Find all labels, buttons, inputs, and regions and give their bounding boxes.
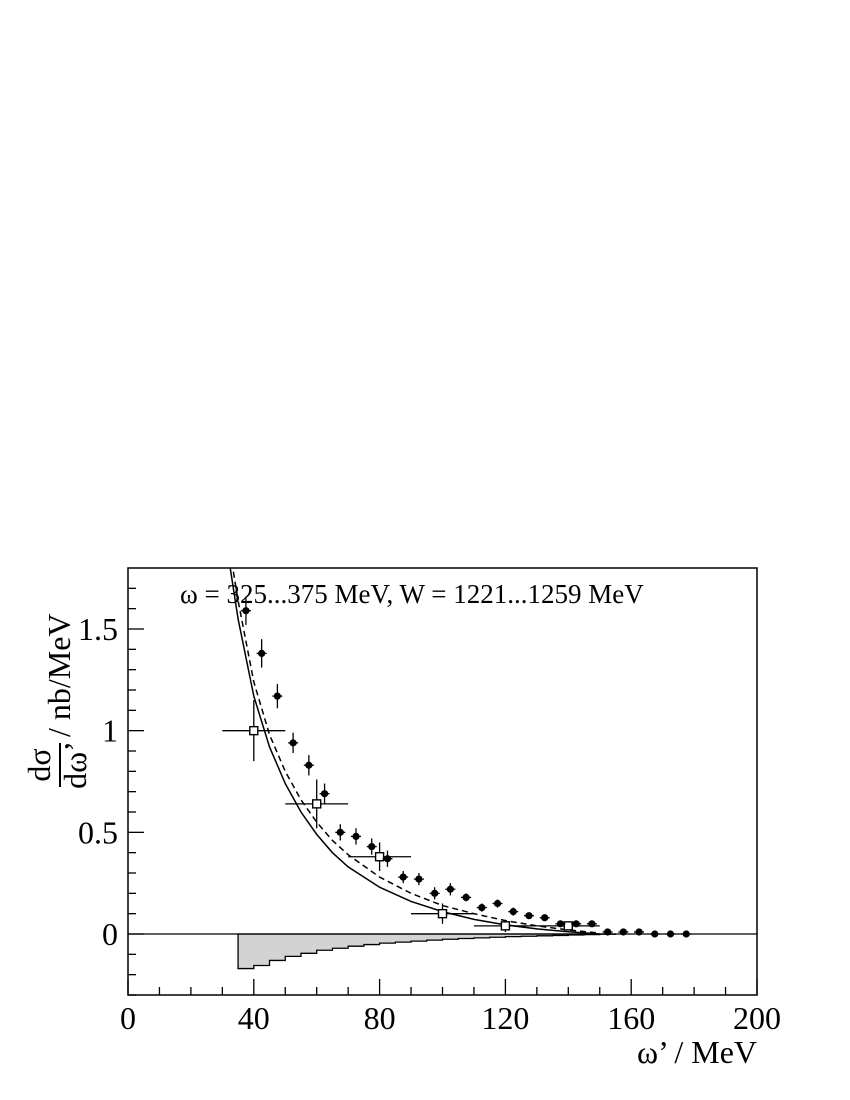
- circle-point: [619, 928, 627, 936]
- circle-point: [556, 920, 565, 928]
- y-label-denominator: dω’: [57, 741, 93, 789]
- plot-border: [127, 567, 758, 996]
- y-tick-label: 1: [102, 713, 118, 749]
- circle-point: [446, 885, 454, 893]
- circle-point: [242, 607, 250, 615]
- circle-point: [273, 692, 281, 700]
- histogram-area: [237, 933, 617, 970]
- x-tick-label: 40: [238, 1000, 270, 1036]
- y-tick-label: 0.5: [78, 814, 118, 850]
- circle-point: [352, 832, 360, 841]
- x-axis-label: ω’ / MeV: [637, 1034, 757, 1070]
- circle-point: [399, 873, 407, 881]
- circle-point: [588, 920, 596, 928]
- series-filled-circles: [240, 596, 692, 938]
- y-tick-label: 0: [102, 916, 118, 952]
- circle-point: [493, 899, 502, 908]
- axis-ticks: 0 40 80 120 160 200 0 0.5 1 1.5: [78, 587, 781, 1036]
- y-tick-label: 1.5: [78, 611, 118, 647]
- x-tick-label: 0: [120, 1000, 136, 1036]
- circle-point: [431, 889, 439, 897]
- circle-point: [541, 914, 549, 922]
- curves: [229, 568, 600, 935]
- circle-point: [336, 828, 344, 836]
- square-point: [249, 725, 259, 736]
- circle-point: [635, 928, 643, 936]
- circle-point: [415, 875, 423, 883]
- x-tick-label: 120: [481, 1000, 529, 1036]
- circle-point: [320, 790, 329, 798]
- series-open-squares: [222, 700, 600, 932]
- curve-dashed: [232, 568, 600, 934]
- circle-point: [525, 912, 533, 920]
- circle-point: [258, 649, 266, 658]
- annotation: ω = 325...375 MeV, W = 1221...1259 MeV: [180, 579, 644, 609]
- square-point: [312, 799, 322, 809]
- circle-point: [666, 930, 675, 938]
- y-axis-label: dσ dω’ / nb/MeV: [21, 613, 93, 788]
- curve-solid: [229, 568, 600, 935]
- circle-point: [368, 842, 376, 851]
- square-point: [563, 921, 573, 931]
- x-tick-label: 200: [733, 1000, 781, 1036]
- circle-point: [289, 739, 297, 747]
- y-label-unit: / nb/MeV: [41, 613, 77, 737]
- circle-point: [572, 920, 580, 928]
- square-point: [374, 852, 385, 862]
- plot-frame: [127, 567, 758, 996]
- circle-point: [604, 928, 612, 936]
- x-tick-label: 80: [364, 1000, 396, 1036]
- circle-point: [462, 893, 470, 902]
- square-point: [500, 921, 511, 931]
- circle-point: [509, 908, 517, 916]
- circle-point: [651, 930, 659, 938]
- systematic-histogram: [237, 933, 617, 970]
- circle-point: [682, 930, 690, 938]
- circle-point: [478, 903, 486, 912]
- square-point: [437, 908, 448, 919]
- y-label-numerator: dσ: [21, 748, 57, 781]
- x-tick-label: 160: [607, 1000, 655, 1036]
- circle-point: [305, 761, 313, 769]
- circle-point: [383, 855, 392, 863]
